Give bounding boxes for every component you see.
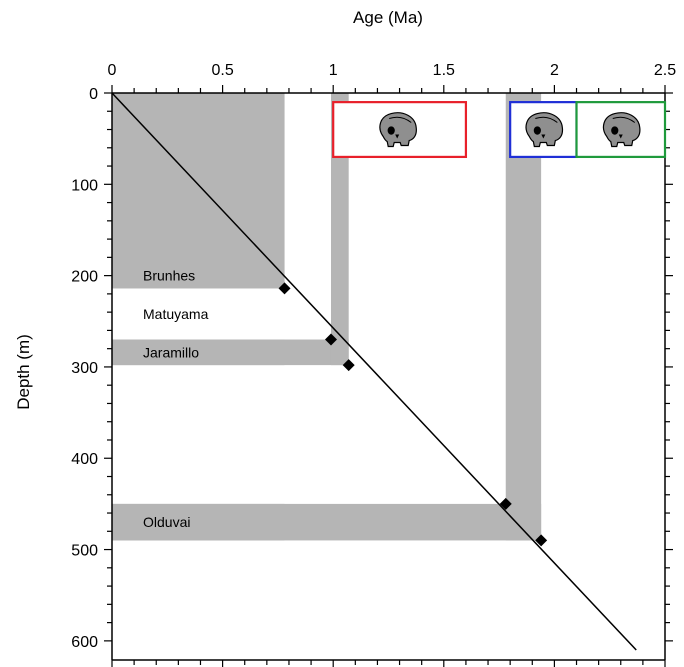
chron-label-matuyama: Matuyama xyxy=(143,306,209,322)
y-tick-label: 500 xyxy=(71,543,98,560)
tie-point-marker xyxy=(535,534,548,547)
chron-label-olduvai: Olduvai xyxy=(143,514,190,530)
x-tick-label: 1 xyxy=(329,62,338,79)
series-layer xyxy=(111,92,637,651)
x-tick-label: 1.5 xyxy=(433,62,455,79)
vertical-band-1 xyxy=(112,93,285,289)
vertical-band-3 xyxy=(505,93,542,541)
vertical-band-2 xyxy=(330,93,349,366)
skull-layer xyxy=(332,101,667,159)
horizontal-band-jaramillo-extent xyxy=(112,339,349,366)
chron-label-jaramillo: Jaramillo xyxy=(143,344,199,360)
tie-point-marker xyxy=(342,359,355,372)
horizontal-band-olduvai-extent xyxy=(112,503,542,541)
x-tick-label: 2 xyxy=(550,62,559,79)
y-tick-label: 200 xyxy=(71,269,98,286)
chron-label-brunhes: Brunhes xyxy=(143,268,195,284)
tie-point-marker xyxy=(278,282,291,295)
y-axis-title: Depth (m) xyxy=(14,334,33,410)
age-depth-line xyxy=(111,92,637,651)
y-tick-label: 300 xyxy=(71,360,98,377)
axes-layer: 0 0.5 1 1.5 2 2.5 0 100 200 300 400 500 600 xyxy=(71,62,676,667)
y-tick-label: 0 xyxy=(89,86,98,103)
tie-point-marker xyxy=(499,497,512,510)
y-tick-label: 400 xyxy=(71,451,98,468)
label-layer: Brunhes Matuyama Jaramillo Olduvai xyxy=(143,268,209,531)
x-tick-label: 0 xyxy=(108,62,117,79)
y-tick-label: 600 xyxy=(71,634,98,651)
y-tick-label: 100 xyxy=(71,177,98,194)
band-layer xyxy=(112,93,542,541)
tie-point-marker xyxy=(324,333,337,346)
x-tick-label: 2.5 xyxy=(654,62,676,79)
x-tick-label: 0.5 xyxy=(211,62,233,79)
x-axis-title: Age (Ma) xyxy=(353,8,423,27)
